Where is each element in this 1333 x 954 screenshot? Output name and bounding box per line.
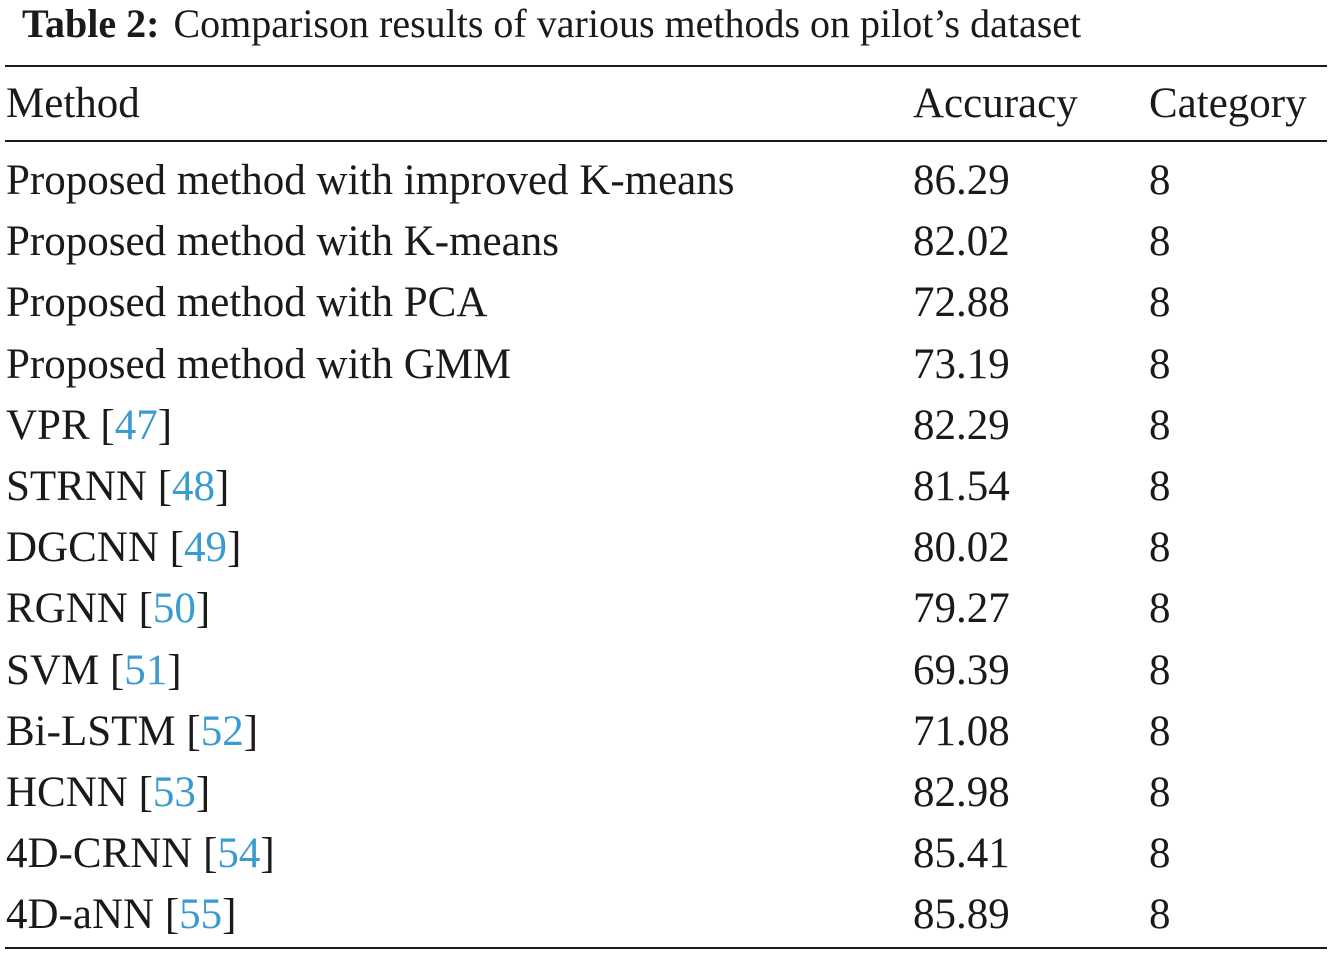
citation-link[interactable]: 49 xyxy=(183,524,227,571)
citation-link[interactable]: 47 xyxy=(114,402,158,449)
citation-link[interactable]: 53 xyxy=(152,769,196,816)
table-row-method: STRNN [48] xyxy=(6,461,229,513)
citation-bracket-close: ] xyxy=(215,463,230,510)
table-row-method: RGNN [50] xyxy=(6,583,210,635)
header-method: Method xyxy=(6,80,140,127)
header-category: Category xyxy=(1149,80,1307,127)
table-row-method: Proposed method with K-means xyxy=(6,216,559,268)
method-name: Proposed method with GMM xyxy=(6,341,512,388)
table-row-accuracy: 82.98 xyxy=(913,769,1010,816)
table-row-accuracy: 82.29 xyxy=(913,402,1010,449)
citation-bracket-close: ] xyxy=(260,830,275,877)
table-caption: Table 2: Comparison results of various me… xyxy=(22,0,1081,50)
table-row-method: DGCNN [49] xyxy=(6,522,241,574)
table-row-method: Proposed method with GMM xyxy=(6,339,511,391)
method-name: STRNN xyxy=(6,463,147,510)
citation-bracket-close: ] xyxy=(226,524,242,571)
citation-link[interactable]: 48 xyxy=(172,463,216,510)
citation-link[interactable]: 52 xyxy=(200,708,244,755)
citation-bracket-open: [ xyxy=(154,891,180,938)
table-row-accuracy: 79.27 xyxy=(913,585,1010,632)
citation-bracket-close: ] xyxy=(157,402,173,449)
table-row-method: 4D-CRNN [54] xyxy=(6,828,275,880)
table-row-accuracy: 80.02 xyxy=(913,524,1010,571)
table-row-category: 8 xyxy=(1149,341,1171,388)
table-row-accuracy: 82.02 xyxy=(913,218,1010,265)
table-row-method: 4D-aNN [55] xyxy=(6,889,236,941)
table-row-method: VPR [47] xyxy=(6,400,172,452)
method-name: 4D-aNN xyxy=(6,891,155,938)
table-row-category: 8 xyxy=(1149,891,1171,938)
citation-bracket-open: [ xyxy=(99,647,125,694)
table-row-category: 8 xyxy=(1149,279,1171,326)
table-row-accuracy: 72.88 xyxy=(913,279,1010,326)
table-bottom-rule xyxy=(5,947,1327,949)
table-row-category: 8 xyxy=(1149,585,1171,632)
citation-link[interactable]: 55 xyxy=(179,891,223,938)
citation-link[interactable]: 54 xyxy=(217,830,261,877)
table-top-rule xyxy=(5,65,1327,67)
table-row-category: 8 xyxy=(1149,402,1171,449)
table-row-category: 8 xyxy=(1149,218,1171,265)
table-row-method: SVM [51] xyxy=(6,645,182,697)
table-row-accuracy: 71.08 xyxy=(913,708,1010,755)
table-row-accuracy: 81.54 xyxy=(913,463,1010,510)
method-name: Proposed method with PCA xyxy=(6,279,488,326)
method-name: RGNN xyxy=(6,585,128,632)
citation-bracket-open: [ xyxy=(89,402,115,449)
citation-bracket-close: ] xyxy=(195,769,211,816)
table-row-accuracy: 85.89 xyxy=(913,891,1010,938)
citation-bracket-close: ] xyxy=(243,708,259,755)
citation-bracket-close: ] xyxy=(167,647,182,694)
table-caption-text: Comparison results of various methods on… xyxy=(173,1,1082,46)
table-row-category: 8 xyxy=(1149,769,1171,816)
method-name: Proposed method with improved K-means xyxy=(6,157,735,204)
table-row-method: Proposed method with PCA xyxy=(6,277,487,329)
citation-bracket-open: [ xyxy=(192,830,218,877)
citation-bracket-open: [ xyxy=(127,585,153,632)
table-row-category: 8 xyxy=(1149,157,1171,204)
table-row-category: 8 xyxy=(1149,708,1171,755)
table-row-category: 8 xyxy=(1149,524,1171,571)
citation-link[interactable]: 50 xyxy=(152,585,196,632)
header-accuracy: Accuracy xyxy=(913,80,1078,127)
method-name: Bi-LSTM xyxy=(6,708,176,755)
citation-bracket-close: ] xyxy=(222,891,237,938)
table-row-category: 8 xyxy=(1149,463,1171,510)
table-row-category: 8 xyxy=(1149,647,1171,694)
table-row-accuracy: 85.41 xyxy=(913,830,1010,877)
citation-bracket-open: [ xyxy=(146,463,173,510)
method-name: 4D-CRNN xyxy=(6,830,193,877)
table-row-method: Proposed method with improved K-means xyxy=(6,155,735,207)
table-row-method: HCNN [53] xyxy=(6,767,210,819)
method-name: SVM xyxy=(6,647,100,694)
citation-bracket-open: [ xyxy=(158,524,184,571)
table-row-accuracy: 73.19 xyxy=(913,341,1010,388)
table-caption-label: Table 2: xyxy=(22,1,160,46)
citation-link[interactable]: 51 xyxy=(124,647,168,694)
table-row-category: 8 xyxy=(1149,830,1171,877)
table-row-accuracy: 86.29 xyxy=(913,157,1010,204)
citation-bracket-open: [ xyxy=(175,708,201,755)
citation-bracket-open: [ xyxy=(127,769,153,816)
method-name: VPR xyxy=(6,402,90,449)
citation-bracket-close: ] xyxy=(195,585,211,632)
method-name: HCNN xyxy=(6,769,128,816)
table-header-rule xyxy=(5,140,1327,142)
table-row-accuracy: 69.39 xyxy=(913,647,1010,694)
method-name: DGCNN xyxy=(6,524,159,571)
table-row-method: Bi-LSTM [52] xyxy=(6,706,258,758)
method-name: Proposed method with K-means xyxy=(6,218,559,265)
